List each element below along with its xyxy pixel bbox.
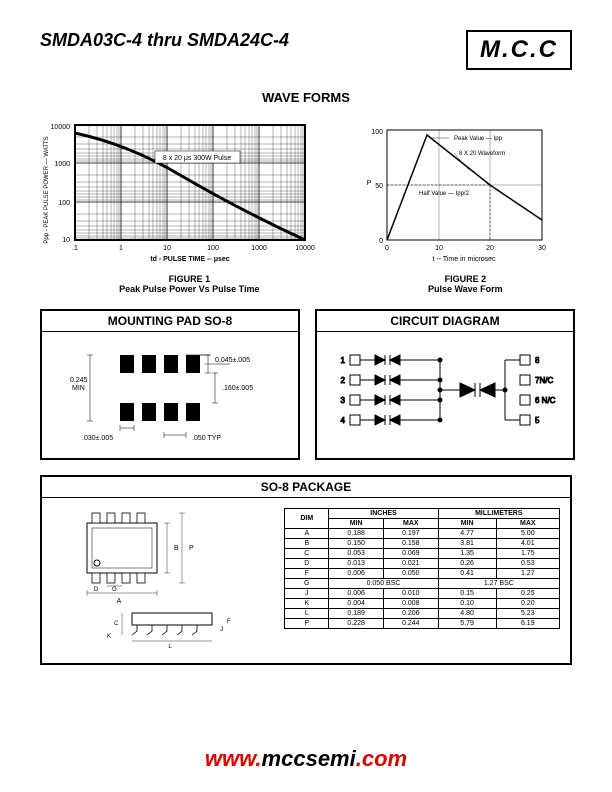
svg-text:P: P — [189, 545, 194, 552]
svg-text:.030±.005: .030±.005 — [82, 435, 113, 442]
mounting-pad-title: MOUNTING PAD SO-8 — [42, 311, 298, 332]
fig1-caption-line2: Peak Pulse Power Vs Pulse Time — [119, 284, 259, 294]
svg-text:10000: 10000 — [51, 124, 71, 131]
svg-text:100: 100 — [58, 200, 70, 207]
table-row: D0.0130.0210.260.53 — [285, 559, 560, 569]
table-row: G0.050 BSC1.27 BSC — [285, 579, 560, 589]
circuit-diagram-title: CIRCUIT DIAGRAM — [317, 311, 573, 332]
svg-text:0: 0 — [385, 245, 389, 252]
svg-text:D: D — [94, 587, 99, 593]
table-row: L0.1890.2064.805.23 — [285, 609, 560, 619]
circuit-diagram-drawing: 1 2 3 4 8 7N/C 6 N/C 5 — [325, 340, 565, 445]
url-www: www. — [205, 746, 262, 771]
col-mm: MILLIMETERS — [438, 509, 559, 519]
circuit-diagram-panel: CIRCUIT DIAGRAM 1 2 3 4 8 7N/C 6 N/C 5 — [315, 309, 575, 460]
fig1-caption: FIGURE 1 Peak Pulse Power Vs Pulse Time — [40, 274, 339, 294]
fig2-caption: FIGURE 2 Pulse Wave Form — [359, 274, 572, 294]
svg-text:G: G — [112, 587, 117, 593]
svg-text:10: 10 — [163, 245, 171, 252]
mounting-pad-panel: MOUNTING PAD SO-8 — [40, 309, 300, 460]
so8-table-wrap: DIM INCHES MILLIMETERS MIN MAX MIN MAX A… — [284, 508, 560, 653]
dimension-table: DIM INCHES MILLIMETERS MIN MAX MIN MAX A… — [284, 508, 560, 629]
col-inches: INCHES — [329, 509, 438, 519]
svg-text:C: C — [114, 621, 119, 627]
svg-text:30: 30 — [538, 245, 546, 252]
svg-text:0.245: 0.245 — [70, 377, 88, 384]
svg-text:K: K — [107, 634, 111, 640]
table-row: C0.0530.0691.351.75 — [285, 549, 560, 559]
svg-text:8: 8 — [535, 356, 540, 365]
svg-text:A: A — [117, 598, 122, 605]
svg-text:L: L — [168, 644, 172, 648]
svg-text:1: 1 — [119, 245, 123, 252]
table-row: K0.0040.0080.100.20 — [285, 599, 560, 609]
header: SMDA03C-4 thru SMDA24C-4 M.C.C — [40, 30, 572, 70]
svg-text:50: 50 — [375, 183, 383, 190]
figure-2-chart: Peak Value — Ipp 8 X 20 Waveform Half Va… — [359, 115, 559, 265]
svg-text:20: 20 — [486, 245, 494, 252]
svg-text:10000: 10000 — [295, 245, 315, 252]
footer-url: www.mccsemi.com — [0, 746, 612, 772]
col-min-mm: MIN — [438, 519, 496, 529]
svg-text:t -- Time in microsec: t -- Time in microsec — [432, 256, 496, 263]
svg-text:J: J — [220, 627, 223, 633]
svg-text:MIN: MIN — [72, 385, 85, 392]
svg-text:.1: .1 — [72, 245, 78, 252]
so8-package-title: SO-8 PACKAGE — [42, 477, 570, 498]
svg-text:1: 1 — [341, 356, 346, 365]
mounting-pad-drawing: 0.245 MIN 0.045±.005 .160±.005 .030±.005… — [50, 340, 290, 445]
svg-text:0: 0 — [379, 238, 383, 245]
fig2-peak-label: Peak Value — Ipp — [454, 136, 503, 142]
svg-text:2: 2 — [341, 376, 346, 385]
fig1-caption-line1: FIGURE 1 — [169, 274, 211, 284]
svg-text:td - PULSE TIME -- μsec: td - PULSE TIME -- μsec — [150, 256, 229, 263]
svg-text:100: 100 — [207, 245, 219, 252]
svg-text:5: 5 — [535, 416, 540, 425]
svg-text:.160±.005: .160±.005 — [222, 385, 253, 392]
svg-text:3: 3 — [341, 396, 346, 405]
waveforms-row: Ppp - PEAK PULSE POWER — WATTS — [40, 115, 572, 294]
fig2-caption-line1: FIGURE 2 — [445, 274, 487, 284]
waveforms-title: WAVE FORMS — [40, 90, 572, 105]
figure-2-container: Peak Value — Ipp 8 X 20 Waveform Half Va… — [359, 115, 572, 294]
fig2-wave-label: 8 X 20 Waveform — [459, 151, 505, 157]
so8-package-panel: SO-8 PACKAGE A B — [40, 475, 572, 665]
url-domain: mccsemi — [262, 746, 356, 771]
svg-text:100: 100 — [371, 129, 383, 136]
table-row: F0.0060.0500.411.27 — [285, 569, 560, 579]
svg-text:0.045±.005: 0.045±.005 — [215, 357, 250, 364]
mcc-logo: M.C.C — [466, 30, 572, 70]
svg-text:P: P — [366, 180, 371, 187]
svg-text:4: 4 — [341, 416, 346, 425]
svg-text:1000: 1000 — [54, 161, 70, 168]
svg-text:1000: 1000 — [251, 245, 267, 252]
col-max-mm: MAX — [496, 519, 559, 529]
fig1-ylabel: Ppp - PEAK PULSE POWER — WATTS — [44, 136, 50, 243]
diagrams-row: MOUNTING PAD SO-8 — [40, 309, 572, 460]
figure-1-container: Ppp - PEAK PULSE POWER — WATTS — [40, 115, 339, 294]
svg-text:F: F — [227, 619, 231, 625]
table-row: B0.1500.1583.814.01 — [285, 539, 560, 549]
svg-text:10: 10 — [62, 237, 70, 244]
svg-text:.050 TYP: .050 TYP — [192, 435, 221, 442]
url-com: .com — [356, 746, 407, 771]
table-row: J0.0060.0100.150.25 — [285, 589, 560, 599]
col-max-in: MAX — [384, 519, 439, 529]
table-row: A0.1880.1974.775.00 — [285, 529, 560, 539]
fig1-annotation: 8 x 20 μs 300W Pulse — [163, 155, 231, 162]
fig2-caption-line2: Pulse Wave Form — [428, 284, 503, 294]
so8-drawing: A B P G D C K L J — [52, 508, 264, 653]
svg-text:7N/C: 7N/C — [535, 376, 553, 385]
col-dim: DIM — [285, 509, 329, 529]
svg-text:10: 10 — [435, 245, 443, 252]
figure-1-chart: Ppp - PEAK PULSE POWER — WATTS — [40, 115, 320, 265]
col-min-in: MIN — [329, 519, 384, 529]
svg-text:B: B — [174, 545, 179, 552]
svg-text:6 N/C: 6 N/C — [535, 396, 556, 405]
table-row: P0.2280.2445.796.19 — [285, 619, 560, 629]
fig2-half-label: Half Value — Ipp/2 — [419, 191, 470, 197]
part-number-title: SMDA03C-4 thru SMDA24C-4 — [40, 30, 289, 51]
